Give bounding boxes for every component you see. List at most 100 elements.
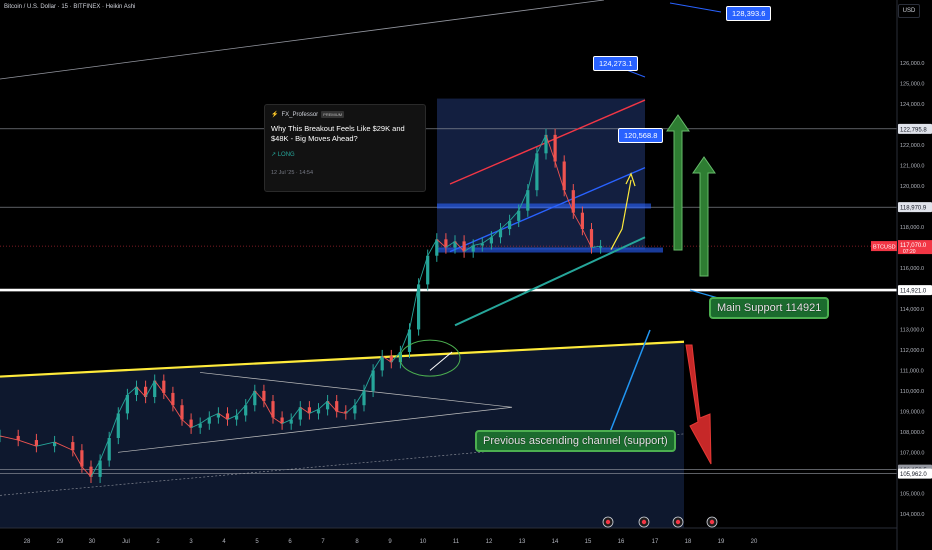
event-flag-dot <box>605 519 611 525</box>
time-tick-label: 6 <box>288 539 292 545</box>
red-arrow-down <box>685 344 712 465</box>
note-connector-main <box>689 289 719 299</box>
price-path-segment <box>418 255 429 285</box>
time-tick-label: 16 <box>618 539 625 545</box>
target-callout-2: 120,568.8 <box>618 128 664 143</box>
price-path-segment <box>409 284 420 330</box>
price-candle <box>271 401 275 418</box>
price-candle <box>253 390 257 406</box>
price-candle <box>544 134 548 154</box>
price-path-segment <box>227 415 237 420</box>
price-candle <box>344 411 348 414</box>
price-path-segment <box>136 386 146 398</box>
price-candle <box>216 413 220 418</box>
price-path-segment <box>572 212 583 230</box>
price-candle <box>371 370 375 391</box>
price-path-segment <box>181 419 192 429</box>
time-tick-label: 5 <box>255 539 259 545</box>
resistance-zone <box>437 203 651 209</box>
price-path-segment <box>236 404 247 416</box>
price-tag-r1: 122,795.8 <box>900 127 927 133</box>
time-tick-label: 3 <box>189 539 193 545</box>
price-path-segment <box>72 450 83 467</box>
price-tick-label: 121,000.0 <box>900 164 924 170</box>
time-tick-label: 8 <box>355 539 359 545</box>
price-tick-label: 118,000.0 <box>900 225 924 231</box>
price-path-segment <box>300 406 310 414</box>
price-tag-support-bg <box>898 285 932 296</box>
currency-button[interactable]: USD <box>898 4 920 18</box>
note-previous-channel: Previous ascending channel (support) <box>475 430 676 452</box>
time-tick-label: 7 <box>321 539 325 545</box>
price-candle <box>207 417 211 424</box>
price-candle <box>389 356 393 363</box>
price-path-segment <box>536 134 547 154</box>
price-path-segment <box>281 419 292 425</box>
current-price-tag: 117,070.0 <box>900 243 927 249</box>
time-tick-label: 20 <box>751 539 758 545</box>
price-path-segment <box>254 390 265 402</box>
price-tick-label: 109,000.0 <box>900 409 924 415</box>
price-candle <box>480 243 484 246</box>
price-candle <box>189 419 193 428</box>
price-candle <box>144 386 148 398</box>
price-candle <box>244 405 248 416</box>
time-tick-label: 28 <box>24 539 31 545</box>
price-path-segment <box>500 220 510 230</box>
long-trendline <box>0 0 605 80</box>
price-path-segment <box>554 161 565 191</box>
price-tag-r1-bg <box>898 123 932 134</box>
price-path-segment <box>372 355 383 371</box>
time-tick-label: 12 <box>486 539 493 545</box>
yellow-support-line <box>0 340 685 378</box>
idea-card[interactable]: ⚡ FX_Professor PREMIUM Why This Breakout… <box>264 104 426 192</box>
target-line-top <box>669 2 722 13</box>
event-flag-dot <box>709 519 715 525</box>
projection-path <box>610 179 632 250</box>
price-tick-label: 113,000.0 <box>900 327 924 333</box>
target-callout-1: 124,273.1 <box>593 56 639 71</box>
price-path-segment <box>154 380 165 394</box>
idea-author: ⚡ FX_Professor PREMIUM <box>271 111 419 118</box>
price-tick-label: 120,000.0 <box>900 184 924 190</box>
price-path-segment <box>445 241 456 248</box>
trend-up-icon: ↗ <box>271 152 278 158</box>
price-path-segment <box>545 134 556 162</box>
price-path-segment <box>509 210 520 222</box>
price-candle <box>316 409 321 414</box>
price-tick-label: 110,000.0 <box>900 389 924 395</box>
price-path-segment <box>354 390 365 406</box>
target-callout-top: 128,393.6 <box>726 6 772 21</box>
price-candle <box>380 356 384 371</box>
price-candle <box>580 212 584 230</box>
price-path-segment <box>54 441 73 451</box>
green-arrow-up-2 <box>692 156 716 277</box>
price-tag-s2: 105,962.0 <box>900 472 927 478</box>
price-path-segment <box>81 466 92 478</box>
price-tag-support: 114,921.0 <box>900 289 927 295</box>
idea-title: Why This Breakout Feels Like $29K and $4… <box>271 124 405 143</box>
breakout-zone-fill <box>437 98 645 250</box>
price-candle <box>426 255 430 285</box>
price-path-segment <box>345 404 356 414</box>
price-path-segment <box>127 386 137 396</box>
price-candle <box>335 401 339 412</box>
note-connector-channel <box>609 329 651 433</box>
symbol-tag: BTCUSD <box>873 245 896 251</box>
price-candle <box>353 405 357 414</box>
price-tick-label: 104,000.0 <box>900 512 924 518</box>
price-path-segment <box>390 351 401 363</box>
breakout-ellipse <box>399 339 461 377</box>
price-path-segment <box>36 441 55 447</box>
channel-lower-line <box>454 236 646 327</box>
price-path-segment <box>463 245 474 252</box>
price-path-segment <box>263 400 274 418</box>
price-path-segment <box>108 413 119 439</box>
price-tick-label: 105,000.0 <box>900 491 924 497</box>
idea-date: 12 Jul '25 · 14:54 <box>271 170 314 176</box>
price-axis <box>897 0 932 550</box>
price-candle <box>80 450 84 467</box>
price-candle <box>471 245 475 252</box>
price-candle <box>225 413 230 420</box>
